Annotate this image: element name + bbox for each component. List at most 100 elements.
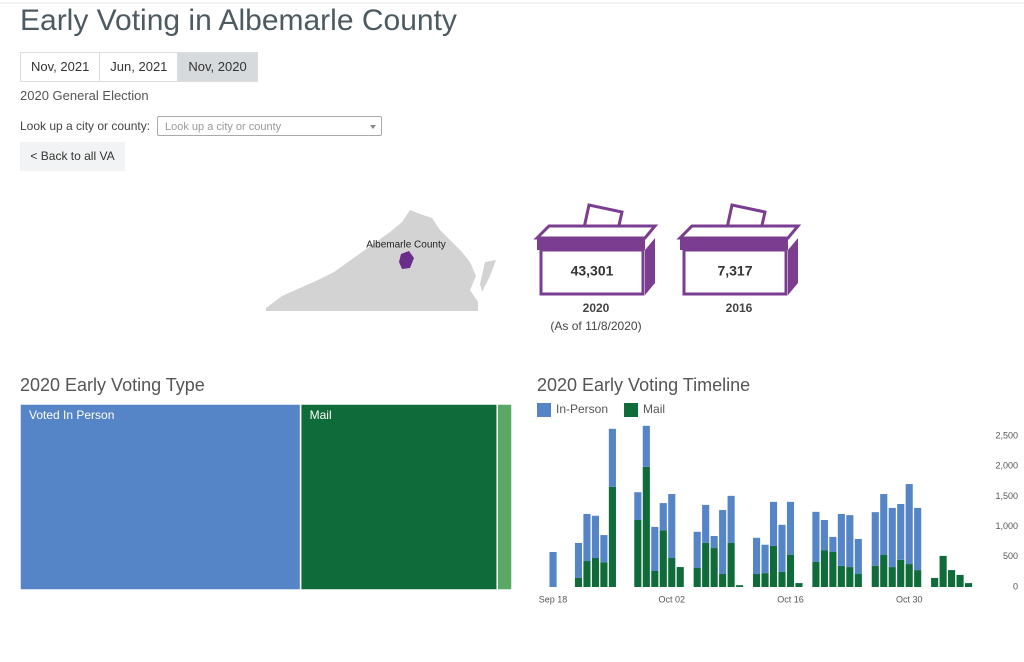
bar-segment: [786, 501, 795, 556]
ballot-year: 2016: [726, 301, 753, 315]
bar-segment: [956, 574, 964, 587]
chart-title: 2020 Early Voting Type: [20, 375, 205, 395]
y-tick-label: 0: [1013, 581, 1018, 591]
bar-segment: [897, 559, 905, 587]
y-tick-label: 1,500: [995, 491, 1018, 501]
bar-segment: [812, 561, 820, 587]
bar-segment: [702, 504, 710, 543]
bar-segment: [931, 577, 939, 587]
county-highlight: [399, 251, 414, 269]
treemap-cell: [496, 403, 513, 591]
bar-segment: [897, 503, 905, 560]
legend-swatch: [624, 403, 639, 417]
x-tick-label: Oct 16: [777, 594, 804, 604]
treemap-cell: [299, 403, 498, 591]
bar-segment: [786, 555, 795, 587]
bar-segment: [693, 531, 701, 568]
ballot-note: (As of 11/8/2020): [550, 319, 641, 333]
back-button[interactable]: < Back to all VA: [20, 142, 125, 171]
lookup-label: Look up a city or county:: [20, 119, 151, 133]
bar-segment: [761, 573, 769, 587]
bar-segment: [769, 501, 778, 546]
box-rim: [680, 238, 788, 250]
ballot-box: 43,301 2020 (As of 11/8/2020): [533, 203, 659, 333]
bar-segment: [634, 519, 642, 587]
bar-segment: [736, 585, 744, 587]
bar-segment: [871, 512, 879, 566]
tab[interactable]: Jun, 2021: [100, 53, 179, 81]
bar-segment: [948, 570, 956, 587]
bar-segment: [676, 567, 684, 587]
bar-segment: [727, 542, 735, 587]
election-name: 2020 General Election: [20, 88, 149, 103]
bar-segment: [914, 507, 922, 571]
tab[interactable]: Nov, 2021: [21, 53, 101, 81]
bar-segment: [752, 574, 761, 587]
bar-segment: [702, 542, 710, 587]
x-tick-label: Sep 18: [539, 594, 568, 604]
bar-segment: [668, 558, 676, 587]
bar-segment: [880, 494, 888, 556]
bar-segment: [752, 537, 761, 575]
bar-segment: [820, 550, 828, 587]
ballot-box: 7,317 2016: [676, 203, 802, 315]
bar-segment: [820, 519, 828, 551]
bar-segment: [719, 510, 727, 575]
bar-segment: [668, 494, 676, 559]
map-label: Albemarle County: [366, 240, 445, 251]
bar-segment: [608, 428, 616, 487]
bar-segment: [574, 577, 583, 587]
bar-segment: [693, 567, 701, 587]
bar-segment: [651, 571, 659, 587]
bar-segment: [964, 583, 973, 587]
lookup-dropdown[interactable]: Look up a city or county: [157, 116, 382, 136]
bar-segment: [659, 530, 667, 587]
bar-segment: [846, 567, 854, 587]
bar-segment: [642, 425, 650, 467]
ballot-count: 43,301: [571, 263, 614, 279]
bar-segment: [829, 551, 837, 587]
bar-segment: [837, 565, 845, 587]
y-tick-label: 2,000: [995, 461, 1018, 471]
bar-segment: [608, 486, 616, 587]
box-front: [539, 248, 645, 296]
box-lid: [533, 224, 659, 240]
bar-segment: [583, 561, 591, 587]
eastern-shore: [480, 260, 496, 292]
bar-segment: [880, 555, 888, 587]
chart-title: 2020 Early Voting Timeline: [537, 375, 750, 395]
bar-segment: [719, 574, 727, 587]
box-side: [788, 238, 798, 295]
dropdown-caret: [370, 125, 376, 129]
bar-segment: [600, 562, 608, 587]
cell-label: Voted In Person: [29, 408, 114, 422]
bar-segment: [795, 583, 803, 587]
bar-segment: [549, 551, 557, 587]
bar-segment: [905, 564, 913, 587]
y-tick-label: 1,000: [995, 521, 1018, 531]
legend-label: In-Person: [556, 402, 608, 416]
bar-segment: [659, 503, 667, 531]
bar-segment: [854, 539, 862, 575]
page-title: Early Voting in Albemarle County: [20, 4, 457, 37]
bar-segment: [710, 535, 718, 549]
legend-swatch: [537, 403, 551, 417]
bar-segment: [888, 567, 896, 587]
bar-segment: [591, 558, 600, 587]
x-tick-label: Oct 02: [659, 594, 686, 604]
state-shape: [266, 210, 478, 311]
bar-segment: [914, 570, 922, 587]
virginia-map: Albemarle County: [266, 210, 496, 311]
x-tick-label: Oct 30: [896, 594, 923, 604]
bar-segment: [727, 495, 735, 543]
bar-segment: [651, 526, 659, 572]
bar-segment: [600, 535, 608, 563]
bar-segment: [634, 492, 642, 520]
box-rim: [537, 238, 645, 250]
tab[interactable]: Nov, 2020: [178, 53, 257, 81]
lookup-placeholder: Look up a city or county: [165, 121, 282, 133]
y-tick-label: 500: [1003, 551, 1018, 561]
cell-label: Mail: [310, 408, 332, 422]
legend-label: Mail: [643, 402, 665, 416]
box-side: [645, 238, 655, 295]
